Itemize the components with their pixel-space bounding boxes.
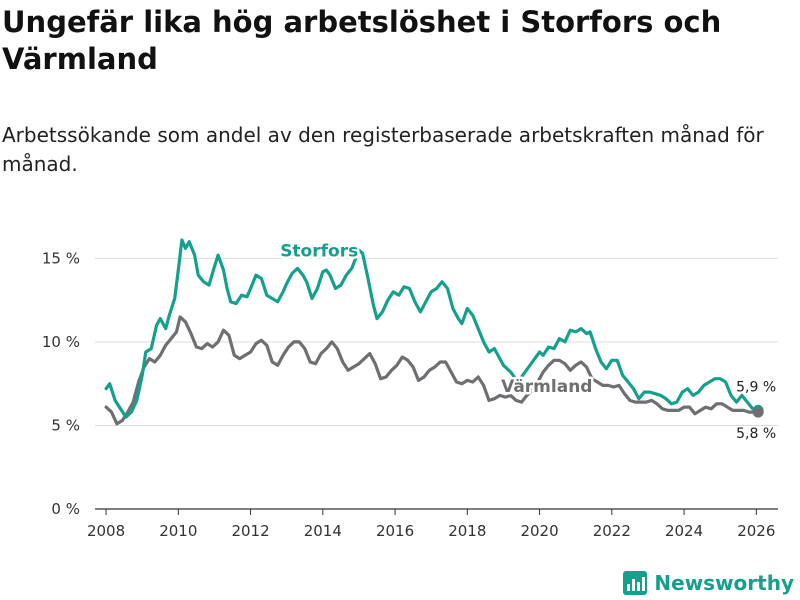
series-lines (104, 238, 764, 426)
x-tick-label: 2010 (159, 522, 197, 540)
x-tick-label: 2024 (665, 522, 703, 540)
newsworthy-logo-text: Newsworthy (654, 571, 794, 595)
end-point-marker (752, 406, 764, 418)
series-name-label: Storfors (280, 242, 358, 262)
x-tick-label: 2016 (376, 522, 414, 540)
newsworthy-logo-icon (623, 571, 648, 595)
x-tick-label: 2008 (87, 522, 125, 540)
x-tick-label: 2022 (593, 522, 631, 540)
x-tick-label: 2012 (231, 522, 269, 540)
series-labels: Storfors Värmland 5,9 % 5,8 % (278, 239, 776, 442)
series-line-storfors (104, 238, 760, 419)
series-name-label: Värmland (501, 377, 592, 397)
page-title: Ungefär lika hög arbetslöshet i Storfors… (2, 5, 722, 76)
series-end-value-label: 5,8 % (736, 426, 776, 442)
gridlines (95, 257, 778, 510)
page-subtitle: Arbetssökande som andel av den registerb… (2, 123, 764, 176)
axes: 0 % 5 % 10 % 15 % 2008 2010 2012 2014 2016 2018 20… (42, 249, 776, 540)
newsworthy-logo: Newsworthy (623, 571, 794, 595)
x-tick-label: 2020 (520, 522, 558, 540)
y-tick-label: 5 % (51, 416, 80, 434)
x-tick-label: 2014 (304, 522, 342, 540)
series-end-value-label: 5,9 % (736, 379, 776, 395)
y-tick-label: 10 % (42, 333, 80, 351)
y-tick-label: 15 % (42, 249, 80, 267)
x-tick-label: 2026 (737, 522, 775, 540)
series-line-vrmland (104, 315, 760, 426)
y-tick-label: 0 % (51, 500, 80, 518)
x-tick-label: 2018 (448, 522, 486, 540)
